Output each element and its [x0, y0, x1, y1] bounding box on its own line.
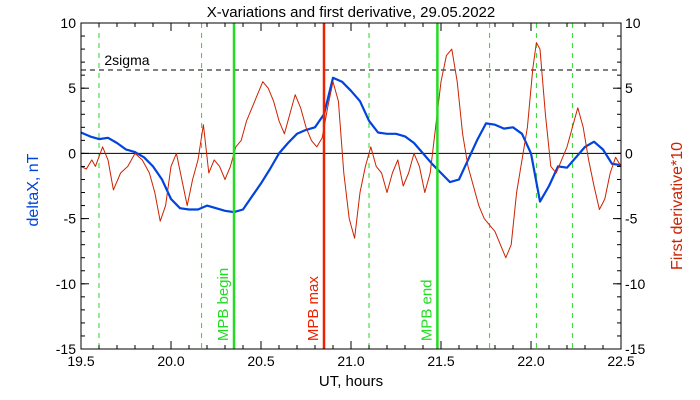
threshold-label: 2sigma [104, 52, 149, 68]
chart-background-layer [81, 23, 621, 349]
y-tick-label-right: 10 [625, 15, 641, 31]
y-axis-label-left: deltaX, nT [25, 153, 42, 226]
deltax-series-line [80, 76, 622, 214]
y-tick-label-right: -15 [625, 341, 645, 357]
y-tick-label-right: 5 [625, 80, 633, 96]
plot-area [81, 23, 621, 349]
y-tick-label-right: -10 [625, 276, 645, 292]
derivative-series-line [80, 42, 622, 259]
marker-label: MPB begin [215, 268, 232, 341]
y-tick-label-left: 5 [68, 80, 76, 96]
marker-label: MPB end [418, 279, 435, 341]
labels-layer: 2sigma MPB begin MPB max MPB end 19.5 20.0 20.… [25, 4, 686, 390]
x-tick-label: 19.5 [67, 353, 94, 369]
x-axis-label: UT, hours [319, 373, 383, 390]
y-tick-label-left: 0 [68, 145, 76, 161]
x-tick-label: 20.0 [157, 353, 184, 369]
x-tick-label: 22.5 [607, 353, 634, 369]
chart-title: X-variations and first derivative, 29.05… [207, 4, 496, 21]
y-tick-label-right: -5 [625, 211, 638, 227]
y-tick-label-left: -10 [56, 276, 76, 292]
x-tick-label: 20.5 [247, 353, 274, 369]
x-tick-label: 22.0 [517, 353, 544, 369]
series-layer [80, 23, 622, 349]
y-tick-label-right: 0 [625, 145, 633, 161]
x-tick-label: 21.0 [337, 353, 364, 369]
marker-label: MPB max [305, 276, 322, 342]
y-axis-label-right: First derivative*10 [669, 142, 686, 270]
y-tick-label-left: -15 [56, 341, 76, 357]
y-tick-label-left: -5 [64, 211, 77, 227]
x-tick-label: 21.5 [427, 353, 454, 369]
y-tick-label-left: 10 [60, 15, 76, 31]
axes-layer [80, 22, 622, 350]
